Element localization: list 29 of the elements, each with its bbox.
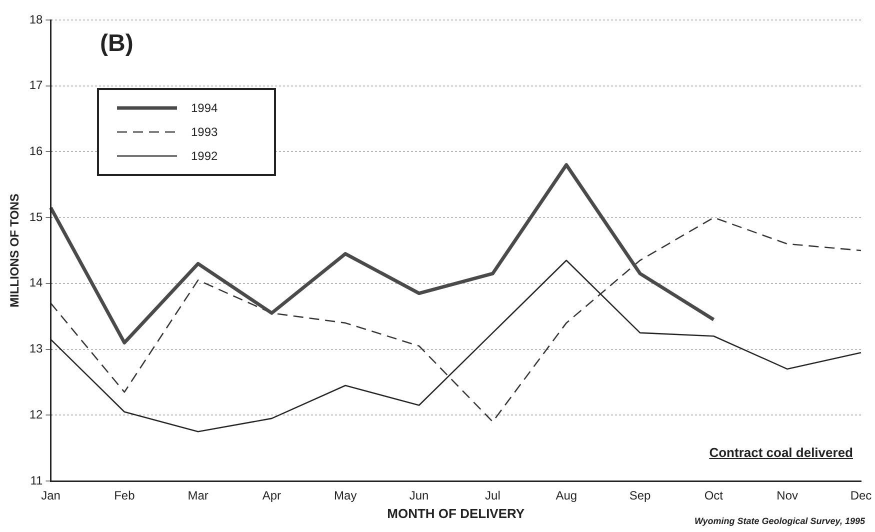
y-tick-label: 16 — [29, 144, 44, 158]
x-tick-label: Mar — [188, 488, 208, 503]
x-tick-label: Sep — [629, 488, 652, 503]
x-tick-label: Dec — [850, 488, 872, 503]
x-axis-title: MONTH OF DELIVERY — [387, 506, 525, 521]
chart-title: (B) — [100, 30, 134, 58]
x-tick-label: Jul — [485, 488, 500, 503]
x-tick-label: Jan — [41, 488, 60, 503]
x-tick-label: Oct — [704, 488, 724, 503]
x-tick-label: Nov — [776, 488, 798, 503]
y-tick-label: 13 — [29, 342, 44, 356]
y-tick-label: 14 — [29, 276, 44, 290]
x-tick-label: Feb — [114, 488, 136, 503]
y-tick-label: 11 — [30, 473, 44, 488]
x-tick-label: Apr — [262, 488, 282, 503]
x-tick-label: Jun — [409, 488, 429, 503]
y-tick-label: 15 — [29, 210, 44, 224]
y-tick-label: 12 — [29, 407, 44, 422]
legend-label: 1994 — [191, 101, 218, 115]
x-tick-label: May — [334, 488, 357, 503]
y-tick-label: 18 — [29, 12, 44, 26]
line-series — [50, 216, 862, 422]
x-tick-label: Aug — [556, 488, 578, 503]
y-axis-title: MILLIONS OF TONS — [8, 194, 22, 308]
legend-label: 1992 — [191, 149, 218, 163]
y-tick-label: 17 — [29, 78, 44, 92]
annotation: Contract coal delivered — [709, 445, 853, 460]
legend-label: 1993 — [191, 125, 218, 139]
text: Wyoming State Geological Survey, 1995 — [694, 516, 865, 526]
